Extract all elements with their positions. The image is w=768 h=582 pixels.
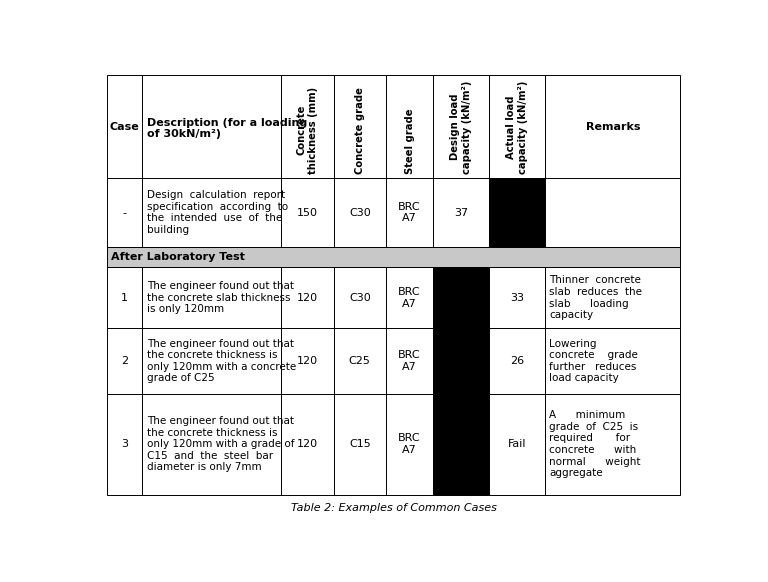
Bar: [107, 247, 680, 267]
Bar: [489, 267, 545, 328]
Text: BRC
A7: BRC A7: [399, 434, 421, 455]
Text: BRC
A7: BRC A7: [399, 287, 421, 308]
Bar: [142, 267, 281, 328]
Bar: [107, 75, 142, 178]
Bar: [107, 328, 142, 393]
Text: C15: C15: [349, 439, 371, 449]
Bar: [386, 393, 433, 495]
Text: The engineer found out that
the concrete thickness is
only 120mm with a concrete: The engineer found out that the concrete…: [147, 339, 296, 384]
Text: Steel grade: Steel grade: [405, 108, 415, 173]
Bar: [386, 75, 433, 178]
Bar: [333, 75, 386, 178]
Text: Remarks: Remarks: [586, 122, 641, 132]
Text: After Laboratory Test: After Laboratory Test: [111, 253, 245, 262]
Text: Fail: Fail: [508, 439, 527, 449]
Bar: [386, 267, 433, 328]
Text: Case: Case: [110, 122, 140, 132]
Bar: [281, 75, 333, 178]
Text: 120: 120: [297, 439, 318, 449]
Bar: [545, 178, 680, 247]
Bar: [281, 178, 333, 247]
Text: 26: 26: [510, 356, 525, 366]
Bar: [433, 267, 489, 328]
Text: The engineer found out that
the concrete thickness is
only 120mm with a grade of: The engineer found out that the concrete…: [147, 416, 294, 473]
Text: Description (for a loading
of 30kN/m²): Description (for a loading of 30kN/m²): [147, 118, 307, 140]
Text: The engineer found out that
the concrete slab thickness
is only 120mm: The engineer found out that the concrete…: [147, 281, 293, 314]
Text: BRC
A7: BRC A7: [399, 202, 421, 223]
Text: 33: 33: [510, 293, 525, 303]
Bar: [333, 178, 386, 247]
Text: C25: C25: [349, 356, 371, 366]
Text: -: -: [123, 208, 127, 218]
Bar: [333, 328, 386, 393]
Bar: [107, 178, 142, 247]
Bar: [489, 328, 545, 393]
Text: 120: 120: [297, 356, 318, 366]
Bar: [433, 393, 489, 495]
Bar: [545, 75, 680, 178]
Text: 3: 3: [121, 439, 128, 449]
Bar: [489, 75, 545, 178]
Text: 150: 150: [297, 208, 318, 218]
Bar: [281, 393, 333, 495]
Text: 37: 37: [454, 208, 468, 218]
Bar: [142, 178, 281, 247]
Bar: [107, 393, 142, 495]
Bar: [281, 267, 333, 328]
Bar: [333, 267, 386, 328]
Text: Concrete grade: Concrete grade: [355, 87, 365, 173]
Text: 120: 120: [297, 293, 318, 303]
Text: Actual load
capacity (kN/m²): Actual load capacity (kN/m²): [506, 80, 528, 173]
Text: Concrete
thickness (mm): Concrete thickness (mm): [296, 86, 318, 173]
Bar: [545, 393, 680, 495]
Text: C30: C30: [349, 293, 371, 303]
Bar: [489, 178, 545, 247]
Bar: [386, 178, 433, 247]
Bar: [433, 328, 489, 393]
Text: Design  calculation  report
specification  according  to
the  intended  use  of : Design calculation report specification …: [147, 190, 288, 235]
Text: A      minimum
grade  of  C25  is
required       for
concrete      with
normal  : A minimum grade of C25 is required for c…: [549, 410, 641, 478]
Text: BRC
A7: BRC A7: [399, 350, 421, 372]
Text: 2: 2: [121, 356, 128, 366]
Text: Lowering
concrete    grade
further   reduces
load capacity: Lowering concrete grade further reduces …: [549, 339, 637, 384]
Bar: [433, 75, 489, 178]
Text: Table 2: Examples of Common Cases: Table 2: Examples of Common Cases: [290, 503, 497, 513]
Bar: [281, 328, 333, 393]
Bar: [545, 328, 680, 393]
Bar: [333, 393, 386, 495]
Text: Design load
capacity (kN/m²): Design load capacity (kN/m²): [450, 80, 472, 173]
Bar: [142, 75, 281, 178]
Text: C30: C30: [349, 208, 371, 218]
Text: Thinner  concrete
slab  reduces  the
slab      loading
capacity: Thinner concrete slab reduces the slab l…: [549, 275, 642, 320]
Bar: [545, 267, 680, 328]
Text: 1: 1: [121, 293, 128, 303]
Bar: [433, 178, 489, 247]
Bar: [142, 328, 281, 393]
Bar: [386, 328, 433, 393]
Bar: [142, 393, 281, 495]
Bar: [489, 393, 545, 495]
Bar: [107, 267, 142, 328]
